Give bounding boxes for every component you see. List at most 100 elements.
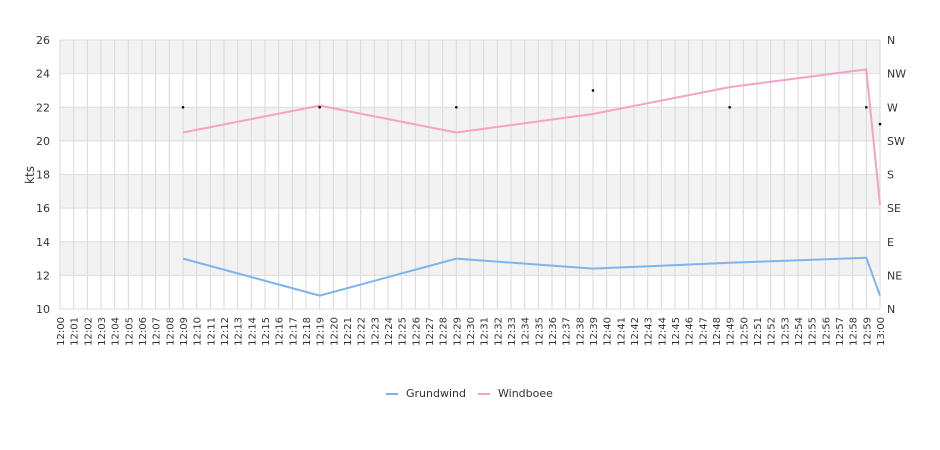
x-tick-label: 12:40 xyxy=(603,317,614,346)
x-tick-label: 12:42 xyxy=(630,317,641,346)
direction-markers xyxy=(181,89,882,126)
y-tick-label: 26 xyxy=(36,34,50,47)
x-tick-label: 12:20 xyxy=(329,317,340,346)
x-tick-label: 12:10 xyxy=(193,317,204,346)
direction-marker xyxy=(865,105,868,109)
direction-marker xyxy=(728,105,731,109)
x-tick-label: 12:28 xyxy=(439,317,450,346)
x-tick-label: 12:48 xyxy=(712,317,723,346)
x-tick-label: 12:12 xyxy=(220,317,231,346)
x-tick-label: 12:26 xyxy=(411,317,422,346)
direction-marker xyxy=(181,105,185,109)
x-axis-ticks: 12:00 12:01 12:02 12:03 12:04 12:05 12:06 12:07… xyxy=(56,317,887,346)
right-axis-label: NW xyxy=(887,68,906,81)
x-tick-label: 12:25 xyxy=(398,317,409,346)
y-tick-label: 16 xyxy=(36,202,50,215)
x-tick-label: 12:04 xyxy=(111,317,122,346)
x-tick-label: 12:41 xyxy=(616,317,627,346)
right-axis-label: S xyxy=(887,169,894,182)
series-lines xyxy=(182,68,881,297)
x-tick-label: 12:15 xyxy=(261,317,272,346)
y-tick-label: 22 xyxy=(36,101,50,114)
x-tick-label: 12:24 xyxy=(384,317,395,346)
right-axis-label: NE xyxy=(887,269,902,282)
x-tick-label: 12:16 xyxy=(275,317,286,346)
x-tick-label: 12:11 xyxy=(206,317,217,346)
y-tick-label: 20 xyxy=(36,135,50,148)
x-tick-label: 12:01 xyxy=(70,317,81,346)
x-tick-label: 12:30 xyxy=(466,317,477,346)
x-tick-label: 12:52 xyxy=(767,317,778,346)
direction-marker xyxy=(318,105,321,109)
x-tick-label: 12:36 xyxy=(548,317,559,346)
x-tick-label: 12:55 xyxy=(808,317,819,346)
x-tick-label: 12:32 xyxy=(493,317,504,346)
y-axis-ticks: 10 12 14 16 18 20 22 24 26 xyxy=(36,34,50,316)
x-tick-label: 12:34 xyxy=(521,317,532,346)
x-tick-label: 12:46 xyxy=(685,317,696,346)
y-tick-label: 18 xyxy=(36,169,50,182)
right-axis-label: E xyxy=(887,236,894,249)
x-tick-label: 12:51 xyxy=(753,317,764,346)
x-tick-label: 12:33 xyxy=(507,317,518,346)
x-tick-label: 12:03 xyxy=(97,317,108,346)
direction-marker xyxy=(591,89,595,92)
y-tick-label: 24 xyxy=(36,68,50,81)
x-tick-label: 12:09 xyxy=(179,317,190,346)
x-tick-label: 12:27 xyxy=(425,317,436,346)
x-tick-label: 12:07 xyxy=(152,317,163,346)
x-tick-label: 12:17 xyxy=(288,317,299,346)
x-tick-label: 12:13 xyxy=(234,317,245,346)
right-axis-label: SE xyxy=(887,202,901,215)
x-tick-label: 12:50 xyxy=(739,317,750,346)
series-line-grundwind xyxy=(182,256,881,297)
x-tick-label: 12:14 xyxy=(247,317,258,346)
x-tick-label: 12:31 xyxy=(480,317,491,346)
y-axis-label: kts xyxy=(23,166,37,184)
x-tick-label: 12:18 xyxy=(302,317,313,346)
right-axis-label: N xyxy=(887,34,895,47)
x-tick-label: 12:35 xyxy=(534,317,545,346)
legend-item-grundwind[interactable]: Grundwind xyxy=(386,387,466,400)
x-tick-label: 12:43 xyxy=(644,317,655,346)
x-tick-label: 12:39 xyxy=(589,317,600,346)
direction-marker xyxy=(455,105,458,109)
right-axis-label: N xyxy=(887,303,895,316)
x-tick-label: 12:53 xyxy=(780,317,791,346)
x-tick-label: 12:29 xyxy=(452,317,463,346)
series-line-windboee xyxy=(182,68,881,205)
x-tick-label: 12:37 xyxy=(562,317,573,346)
right-axis-direction-ticks: N NE E SE S SW W NW N xyxy=(887,34,906,316)
x-tick-label: 12:08 xyxy=(165,317,176,346)
horizontal-gridlines xyxy=(60,39,880,310)
x-tick-label: 12:06 xyxy=(138,317,149,346)
legend-label: Grundwind xyxy=(406,387,466,400)
x-tick-label: 12:54 xyxy=(794,317,805,346)
right-axis-label: SW xyxy=(887,135,905,148)
y-tick-label: 14 xyxy=(36,236,50,249)
x-tick-label: 12:02 xyxy=(83,317,94,346)
x-tick-label: 12:05 xyxy=(124,317,135,346)
x-tick-label: 12:21 xyxy=(343,317,354,346)
legend[interactable]: Grundwind Windboee xyxy=(386,387,553,400)
x-tick-label: 12:44 xyxy=(657,317,668,346)
x-tick-label: 12:45 xyxy=(671,317,682,346)
right-axis-label: W xyxy=(887,101,898,114)
x-tick-label: 12:23 xyxy=(370,317,381,346)
x-tick-label: 12:00 xyxy=(56,317,67,346)
x-tick-label: 12:59 xyxy=(862,317,873,346)
y-tick-label: 12 xyxy=(36,269,50,282)
x-tick-label: 12:49 xyxy=(726,317,737,346)
x-tick-label: 12:22 xyxy=(357,317,368,346)
legend-item-windboee[interactable]: Windboee xyxy=(478,387,553,400)
direction-marker xyxy=(878,122,882,126)
legend-label: Windboee xyxy=(498,387,553,400)
x-tick-label: 12:56 xyxy=(821,317,832,346)
x-tick-label: 12:47 xyxy=(698,317,709,346)
x-tick-label: 12:38 xyxy=(575,317,586,346)
x-tick-label: 13:00 xyxy=(876,317,887,346)
x-tick-label: 12:57 xyxy=(835,317,846,346)
y-tick-label: 10 xyxy=(36,303,50,316)
x-tick-label: 12:19 xyxy=(316,317,327,346)
